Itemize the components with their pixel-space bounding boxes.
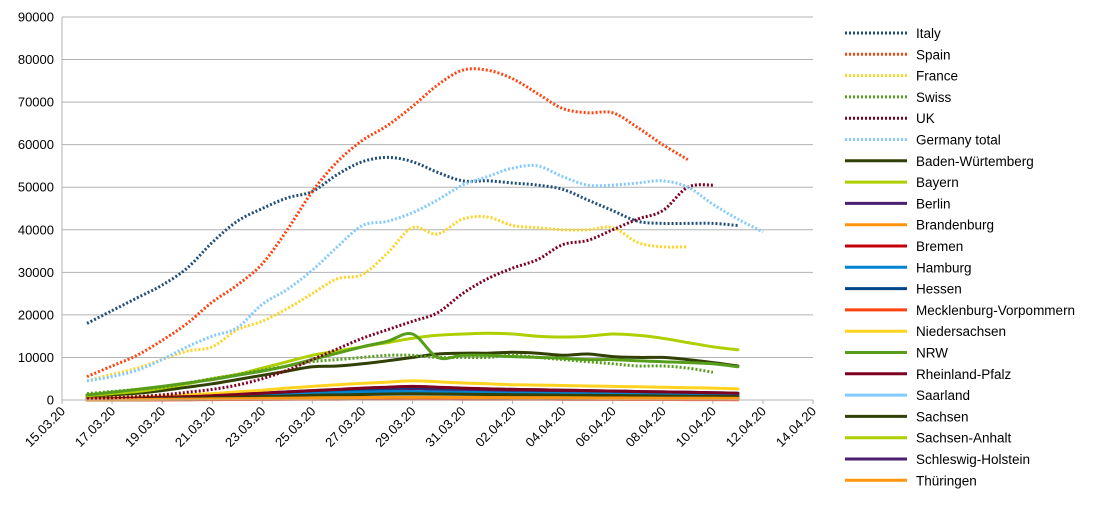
series-line xyxy=(85,384,740,401)
legend-label: Hessen xyxy=(916,282,962,297)
legend-label: Berlin xyxy=(916,196,951,211)
legend-label: NRW xyxy=(916,346,948,361)
x-tick-label: 31.03.20 xyxy=(422,404,468,450)
y-tick-label: 40000 xyxy=(18,222,54,237)
series-line xyxy=(86,67,689,378)
legend-label: Thüringen xyxy=(916,473,977,488)
y-tick-label: 80000 xyxy=(18,52,54,67)
legend-label: Hamburg xyxy=(916,260,972,275)
y-tick-label: 50000 xyxy=(18,180,54,195)
legend-label: Saarland xyxy=(916,388,970,403)
legend: Italy Spain France Swiss UK Germany total Bade… xyxy=(845,26,1075,488)
x-tick-label: 29.03.20 xyxy=(372,404,418,450)
x-tick-label: 25.03.20 xyxy=(272,404,318,450)
legend-label: Sachsen xyxy=(916,409,969,424)
x-tick-label: 23.03.20 xyxy=(222,404,268,450)
x-tick-label: 06.04.20 xyxy=(572,404,618,450)
series-line xyxy=(85,395,740,402)
x-tick-label: 14.04.20 xyxy=(773,404,819,450)
legend-label: Rheinland-Pfalz xyxy=(916,367,1012,382)
legend-label: Schleswig-Holstein xyxy=(916,452,1030,467)
legend-label: Niedersachsen xyxy=(916,324,1006,339)
y-tick-label: 0 xyxy=(47,393,54,408)
series-line xyxy=(85,350,740,399)
series-line xyxy=(86,155,739,325)
y-tick-label: 20000 xyxy=(18,307,54,322)
gridlines xyxy=(62,16,813,401)
x-tick-label: 17.03.20 xyxy=(72,404,118,450)
series-line xyxy=(86,214,688,383)
series-lines xyxy=(85,67,764,402)
legend-label: Bremen xyxy=(916,239,963,254)
legend-label: Swiss xyxy=(916,90,952,105)
axes xyxy=(61,17,813,401)
x-tick-label: 15.03.20 xyxy=(22,404,68,450)
y-tick-label: 60000 xyxy=(18,137,54,152)
x-tick-label: 02.04.20 xyxy=(472,404,518,450)
legend-label: Italy xyxy=(916,26,941,41)
legend-label: France xyxy=(916,69,958,84)
x-tick-label: 27.03.20 xyxy=(322,404,368,450)
series-line xyxy=(86,163,764,383)
legend-label: Bayern xyxy=(916,175,959,190)
y-tick-label: 30000 xyxy=(18,265,54,280)
y-tick-label: 70000 xyxy=(18,95,54,110)
y-tick-label: 90000 xyxy=(18,10,54,25)
x-tick-label: 08.04.20 xyxy=(623,404,669,450)
x-tick-label: 10.04.20 xyxy=(673,404,719,450)
legend-label: UK xyxy=(916,111,935,126)
x-tick-label: 21.03.20 xyxy=(172,404,218,450)
y-tick-label: 10000 xyxy=(18,350,54,365)
legend-label: Spain xyxy=(916,47,951,62)
legend-label: Mecklenburg-Vorpommern xyxy=(916,303,1075,318)
y-axis-ticks: 0 10000 20000 30000 40000 50000 60000 70000 8000… xyxy=(18,10,54,408)
legend-label: Brandenburg xyxy=(916,218,994,233)
x-tick-label: 04.04.20 xyxy=(522,404,568,450)
legend-label: Sachsen-Anhalt xyxy=(916,431,1012,446)
legend-label: Baden-Würtemberg xyxy=(916,154,1034,169)
x-tick-label: 12.04.20 xyxy=(723,404,769,450)
series-line xyxy=(85,379,740,401)
x-axis-ticks: 15.03.20 17.03.20 19.03.20 21.03.20 23.03.20… xyxy=(22,400,819,450)
series-line xyxy=(86,183,714,401)
legend-label: Germany total xyxy=(916,133,1001,148)
x-tick-label: 19.03.20 xyxy=(122,404,168,450)
